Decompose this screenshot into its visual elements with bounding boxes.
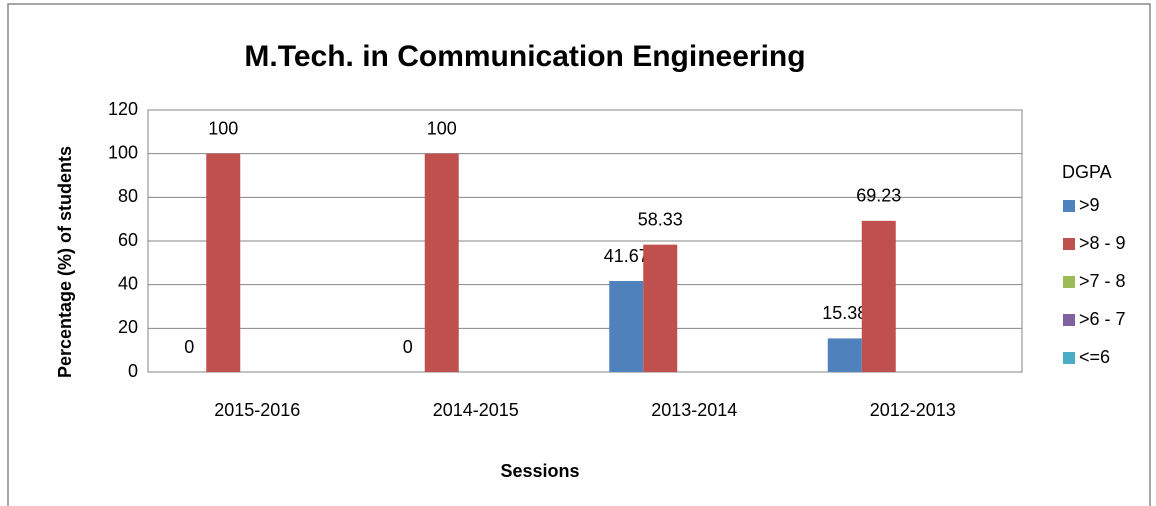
bar xyxy=(206,153,241,372)
legend-label: >9 xyxy=(1079,195,1100,215)
y-axis-label: Percentage (%) of students xyxy=(55,146,75,378)
legend-label: >7 - 8 xyxy=(1079,271,1126,291)
bar xyxy=(827,338,862,372)
y-tick-label: 0 xyxy=(128,361,138,381)
bar xyxy=(609,281,644,372)
x-tick-label: 2015-2016 xyxy=(214,400,300,420)
data-label: 15.38 xyxy=(822,303,867,323)
data-label: 100 xyxy=(427,118,457,138)
data-label: 58.33 xyxy=(638,209,683,229)
legend-swatch xyxy=(1063,276,1075,288)
y-tick-label: 20 xyxy=(118,317,138,337)
data-label: 100 xyxy=(208,118,238,138)
data-label: 69.23 xyxy=(856,186,901,206)
x-tick-label: 2013-2014 xyxy=(651,400,737,420)
y-tick-label: 120 xyxy=(108,99,138,119)
x-axis-label: Sessions xyxy=(500,461,579,481)
y-tick-label: 40 xyxy=(118,273,138,293)
bar xyxy=(424,153,459,372)
legend-swatch xyxy=(1063,238,1075,250)
legend-label: >8 - 9 xyxy=(1079,233,1126,253)
data-label: 0 xyxy=(403,337,413,357)
legend-swatch xyxy=(1063,352,1075,364)
legend-swatch xyxy=(1063,314,1075,326)
chart-title: M.Tech. in Communication Engineering xyxy=(244,40,805,73)
data-label: 41.67 xyxy=(604,246,649,266)
legend-title: DGPA xyxy=(1062,162,1112,182)
plot-area xyxy=(147,109,1023,373)
legend-label: >6 - 7 xyxy=(1079,309,1126,329)
y-tick-label: 60 xyxy=(118,230,138,250)
bar xyxy=(643,244,678,372)
y-tick-label: 80 xyxy=(118,186,138,206)
legend-label: <=6 xyxy=(1079,347,1110,367)
bar xyxy=(861,220,896,372)
y-tick-label: 100 xyxy=(108,142,138,162)
data-label: 0 xyxy=(184,337,194,357)
chart-frame xyxy=(7,3,1151,506)
x-tick-label: 2012-2013 xyxy=(870,400,956,420)
x-tick-label: 2014-2015 xyxy=(433,400,519,420)
legend-swatch xyxy=(1063,200,1075,212)
